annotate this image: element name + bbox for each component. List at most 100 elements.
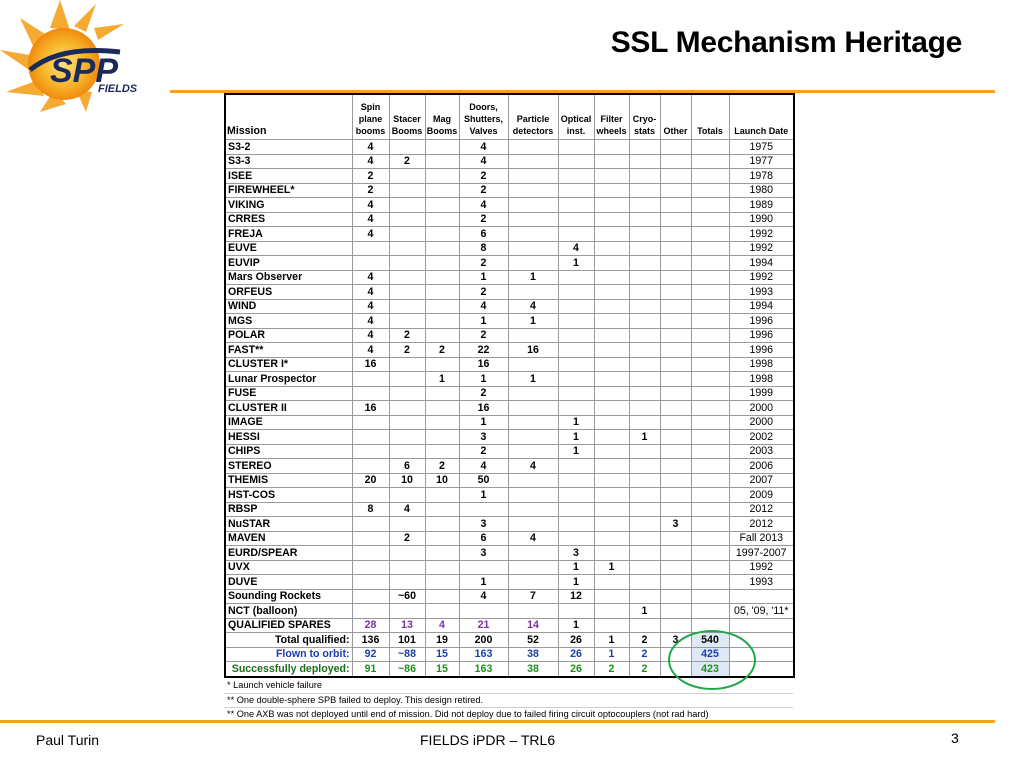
summary-total: 425 <box>690 646 730 662</box>
column-header: Launch Date <box>728 93 795 140</box>
cell-value: 16 <box>351 400 390 416</box>
cell-value <box>659 240 692 256</box>
cell-value <box>659 342 692 358</box>
footer-divider <box>0 720 995 723</box>
cell-value <box>458 603 509 619</box>
cell-value: 2 <box>458 182 509 198</box>
mission-name: CRRES <box>224 211 353 227</box>
mission-name: FREJA <box>224 226 353 242</box>
cell-value <box>351 487 390 503</box>
launch-date: 1998 <box>728 356 795 372</box>
cell-value <box>628 472 661 488</box>
cell-value <box>593 313 630 329</box>
cell-value <box>593 255 630 271</box>
launch-date: 1989 <box>728 197 795 213</box>
cell-value: 16 <box>458 400 509 416</box>
cell-value: 3 <box>458 545 509 561</box>
cell-value <box>388 487 426 503</box>
column-header: Particle detectors <box>507 93 559 140</box>
summary-value: 2 <box>628 632 661 648</box>
table-row: NCT (balloon) 1 05, '09, '11* <box>224 603 795 619</box>
spares-value <box>690 617 730 633</box>
cell-value <box>593 530 630 546</box>
cell-value <box>424 545 460 561</box>
cell-value <box>690 197 730 213</box>
table-row: HST-COS 1 2009 <box>224 487 795 503</box>
summary-value: 3 <box>659 632 692 648</box>
cell-value <box>690 487 730 503</box>
cell-value <box>690 211 730 227</box>
cell-value: 1 <box>458 313 509 329</box>
summary-value: 2 <box>628 661 661 678</box>
summary-value: 38 <box>507 661 559 678</box>
launch-date: 1996 <box>728 313 795 329</box>
cell-value <box>351 545 390 561</box>
cell-value <box>628 168 661 184</box>
cell-value <box>424 240 460 256</box>
cell-value: 4 <box>351 342 390 358</box>
launch-date: 2002 <box>728 429 795 445</box>
cell-value <box>628 284 661 300</box>
cell-value <box>388 298 426 314</box>
summary-value: 1 <box>593 632 630 648</box>
cell-value <box>424 269 460 285</box>
mission-name: UVX <box>224 559 353 575</box>
cell-value <box>628 559 661 575</box>
column-header: Filter wheels <box>593 93 630 140</box>
cell-value <box>659 168 692 184</box>
cell-value <box>690 545 730 561</box>
spares-label: QUALIFIED SPARES <box>224 617 353 633</box>
cell-value <box>424 385 460 401</box>
launch-date: 1999 <box>728 385 795 401</box>
launch-date <box>728 661 795 678</box>
summary-value: 38 <box>507 646 559 662</box>
cell-value <box>557 487 595 503</box>
cell-value <box>628 211 661 227</box>
cell-value: 4 <box>458 458 509 474</box>
total-row: Total qualified: 136 101 19 200 52 26 1 2 3 540 <box>224 632 795 648</box>
cell-value <box>507 153 559 169</box>
cell-value <box>690 574 730 590</box>
cell-value: 4 <box>351 197 390 213</box>
cell-value: 8 <box>351 501 390 517</box>
cell-value: 4 <box>351 284 390 300</box>
cell-value <box>628 269 661 285</box>
table-row: S3-2 4 4 1975 <box>224 139 795 155</box>
launch-date: 1978 <box>728 168 795 184</box>
cell-value <box>557 356 595 372</box>
cell-value <box>424 574 460 590</box>
cell-value <box>593 487 630 503</box>
summary-value: 15 <box>424 661 460 678</box>
cell-value <box>424 284 460 300</box>
table-row: ISEE 2 2 1978 <box>224 168 795 184</box>
summary-value: 136 <box>351 632 390 648</box>
cell-value: 4 <box>351 226 390 242</box>
cell-value: 22 <box>458 342 509 358</box>
mission-name: S3-2 <box>224 139 353 155</box>
cell-value: 1 <box>458 574 509 590</box>
cell-value: 10 <box>388 472 426 488</box>
cell-value <box>388 574 426 590</box>
table-row: CHIPS 2 1 2003 <box>224 443 795 459</box>
cell-value <box>351 530 390 546</box>
cell-value: 4 <box>507 298 559 314</box>
summary-label: Total qualified: <box>224 632 353 648</box>
cell-value <box>628 327 661 343</box>
cell-value <box>593 342 630 358</box>
cell-value: 16 <box>507 342 559 358</box>
summary-value: 92 <box>351 646 390 662</box>
launch-date: 1980 <box>728 182 795 198</box>
cell-value <box>628 255 661 271</box>
cell-value <box>388 516 426 532</box>
cell-value <box>593 400 630 416</box>
cell-value: 50 <box>458 472 509 488</box>
cell-value: 2 <box>458 168 509 184</box>
table-row: THEMIS 20 10 10 50 2007 <box>224 472 795 488</box>
cell-value <box>659 327 692 343</box>
cell-value <box>388 168 426 184</box>
cell-value <box>628 400 661 416</box>
cell-value <box>557 197 595 213</box>
cell-value: 1 <box>557 574 595 590</box>
mission-name: Lunar Prospector <box>224 371 353 387</box>
cell-value <box>659 385 692 401</box>
